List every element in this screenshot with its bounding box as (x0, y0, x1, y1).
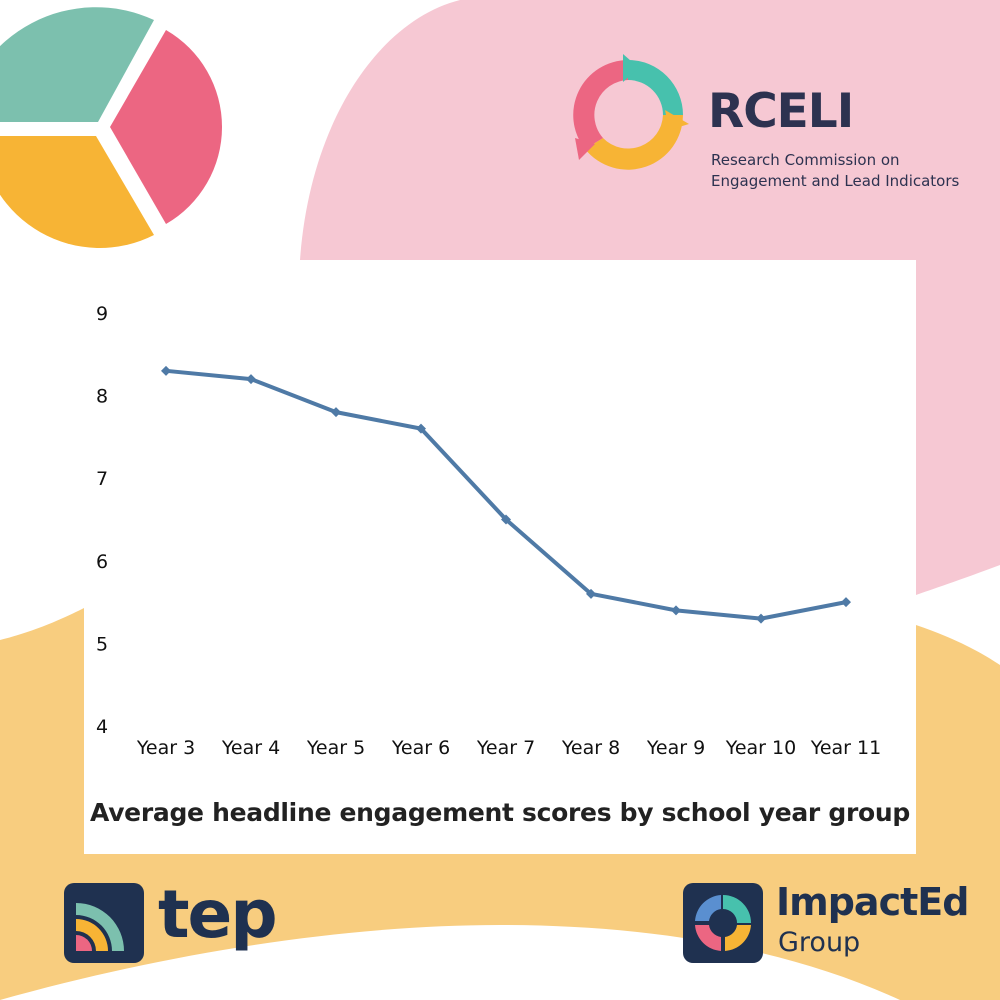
x-tick-label: Year 6 (391, 737, 450, 759)
x-tick-label: Year 3 (136, 737, 195, 759)
rceli-cycle-logo-icon (573, 54, 689, 170)
data-point (501, 514, 511, 525)
chart-title: Average headline engagement scores by sc… (90, 798, 910, 827)
tep-logo-icon (64, 883, 144, 963)
pie-slice-yellow (0, 136, 154, 248)
x-tick-label: Year 11 (810, 737, 881, 759)
y-tick-label: 4 (96, 716, 108, 738)
chart-card (84, 260, 916, 854)
rceli-full-name: Research Commission on Engagement and Le… (711, 150, 981, 192)
y-tick-label: 6 (96, 551, 108, 573)
data-point (586, 588, 596, 599)
x-tick-label: Year 7 (476, 737, 535, 759)
x-tick-label: Year 9 (646, 737, 705, 759)
data-point (756, 613, 766, 624)
rceli-name: RCELI (708, 84, 854, 139)
x-tick-label: Year 5 (306, 737, 365, 759)
pie-slice-pink (110, 30, 223, 224)
x-tick-label: Year 10 (725, 737, 796, 759)
y-tick-label: 9 (96, 303, 108, 325)
data-points (161, 365, 851, 624)
impacted-name: ImpactEd (776, 880, 969, 924)
rceli-full-name-line1: Research Commission on (711, 151, 900, 169)
impacted-subtitle: Group (778, 927, 861, 958)
pie-slice-teal (0, 7, 154, 122)
series-line (164, 368, 848, 621)
y-tick-label: 8 (96, 386, 108, 408)
tep-name: tep (158, 876, 278, 953)
x-tick-label: Year 4 (221, 737, 280, 759)
data-point (246, 374, 256, 385)
pink-blob (300, 0, 1000, 595)
data-point (161, 365, 171, 376)
data-point (416, 423, 426, 434)
y-tick-label: 5 (96, 633, 108, 655)
impacted-logo-icon (683, 883, 763, 963)
data-point (331, 407, 341, 418)
y-axis-ticks: 9 8 7 6 5 4 (96, 303, 108, 738)
y-tick-label: 7 (96, 468, 108, 490)
x-tick-label: Year 8 (561, 737, 620, 759)
x-axis-ticks: Year 3 Year 4 Year 5 Year 6 Year 7 Year 8 Year… (136, 737, 881, 759)
data-point (671, 605, 681, 616)
rceli-full-name-line2: Engagement and Lead Indicators (711, 172, 960, 190)
data-point (841, 597, 851, 608)
decorative-pie-chart-icon (0, 7, 223, 248)
